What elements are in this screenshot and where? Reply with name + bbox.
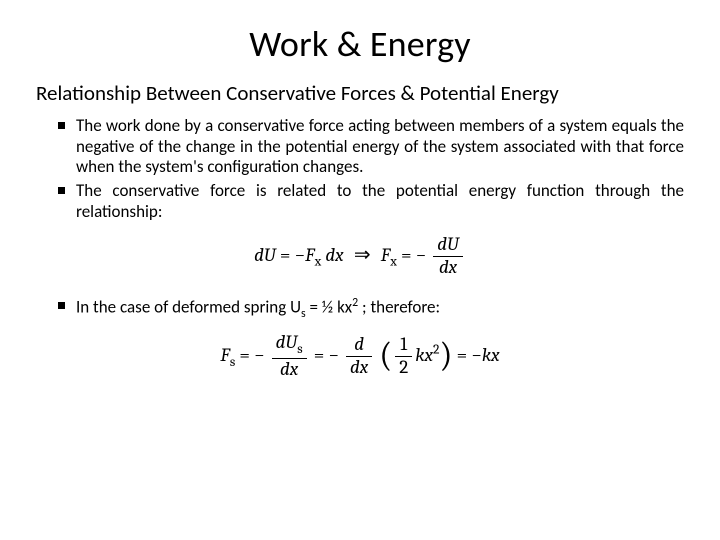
fraction-denominator: dx bbox=[433, 257, 463, 278]
fraction-numerator: dUs bbox=[272, 333, 307, 359]
eq-text: kx bbox=[482, 344, 500, 366]
slide: Work & Energy Relationship Between Conse… bbox=[0, 0, 720, 540]
eq-subscript: x bbox=[390, 254, 397, 269]
body-text: In the case of deformed spring U bbox=[76, 296, 301, 317]
fraction: d dx bbox=[346, 335, 372, 378]
body-text: ; therefore: bbox=[358, 296, 440, 317]
fraction-denominator: dx bbox=[272, 359, 307, 380]
fraction: 1 2 bbox=[395, 335, 412, 378]
eq-minus: − bbox=[295, 244, 306, 266]
eq-text: k bbox=[415, 344, 424, 366]
eq-text: dx bbox=[321, 244, 343, 266]
eq-text: d bbox=[254, 244, 264, 266]
bullet-list: In the case of deformed spring Us = ½ kx… bbox=[36, 296, 684, 322]
eq-text: F bbox=[305, 244, 314, 266]
eq-subscript: s bbox=[297, 342, 302, 357]
list-item: The work done by a conservative force ac… bbox=[58, 116, 684, 178]
fraction-denominator: 2 bbox=[395, 357, 412, 378]
eq-subscript: s bbox=[230, 355, 235, 370]
eq-minus: − bbox=[254, 344, 265, 366]
fraction-numerator: dU bbox=[433, 235, 463, 257]
eq-text: = bbox=[457, 344, 472, 366]
eq-minus: − bbox=[328, 344, 339, 366]
section-subtitle: Relationship Between Conservative Forces… bbox=[36, 80, 684, 106]
eq-text: F bbox=[220, 344, 229, 366]
implies-icon: ⇒ bbox=[348, 243, 377, 266]
fraction-numerator: 1 bbox=[395, 335, 412, 357]
eq-text: U bbox=[447, 233, 459, 255]
equation-2: Fs = − dUs dx = − d dx ( 1 2 kx2) = −kx bbox=[36, 333, 684, 380]
eq-minus: − bbox=[471, 344, 482, 366]
list-item: In the case of deformed spring Us = ½ kx… bbox=[58, 296, 684, 322]
list-item: The conservative force is related to the… bbox=[58, 181, 684, 222]
fraction: dUs dx bbox=[272, 333, 307, 380]
eq-text: d bbox=[437, 233, 447, 255]
page-title: Work & Energy bbox=[36, 22, 684, 66]
equation-1: dU = −Fx dx ⇒ Fx = − dU dx bbox=[36, 235, 684, 278]
body-text: = ½ kx bbox=[306, 296, 353, 317]
eq-text: x bbox=[425, 344, 433, 366]
eq-text: = bbox=[401, 244, 416, 266]
eq-text: = bbox=[280, 244, 295, 266]
eq-text: U bbox=[264, 244, 276, 266]
eq-text: U bbox=[285, 331, 297, 353]
paren-close: ) bbox=[439, 335, 452, 375]
eq-text: d bbox=[276, 331, 286, 353]
paren-open: ( bbox=[379, 335, 392, 375]
fraction-denominator: dx bbox=[346, 357, 372, 378]
fraction-numerator: d bbox=[346, 335, 372, 357]
fraction: dU dx bbox=[433, 235, 463, 278]
eq-minus: − bbox=[416, 244, 427, 266]
eq-text: = bbox=[239, 344, 254, 366]
bullet-list: The work done by a conservative force ac… bbox=[36, 116, 684, 223]
eq-text: F bbox=[381, 244, 390, 266]
eq-text: = bbox=[314, 344, 329, 366]
